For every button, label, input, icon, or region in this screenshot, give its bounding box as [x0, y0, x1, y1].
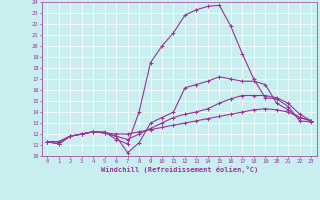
X-axis label: Windchill (Refroidissement éolien,°C): Windchill (Refroidissement éolien,°C) — [100, 166, 258, 173]
